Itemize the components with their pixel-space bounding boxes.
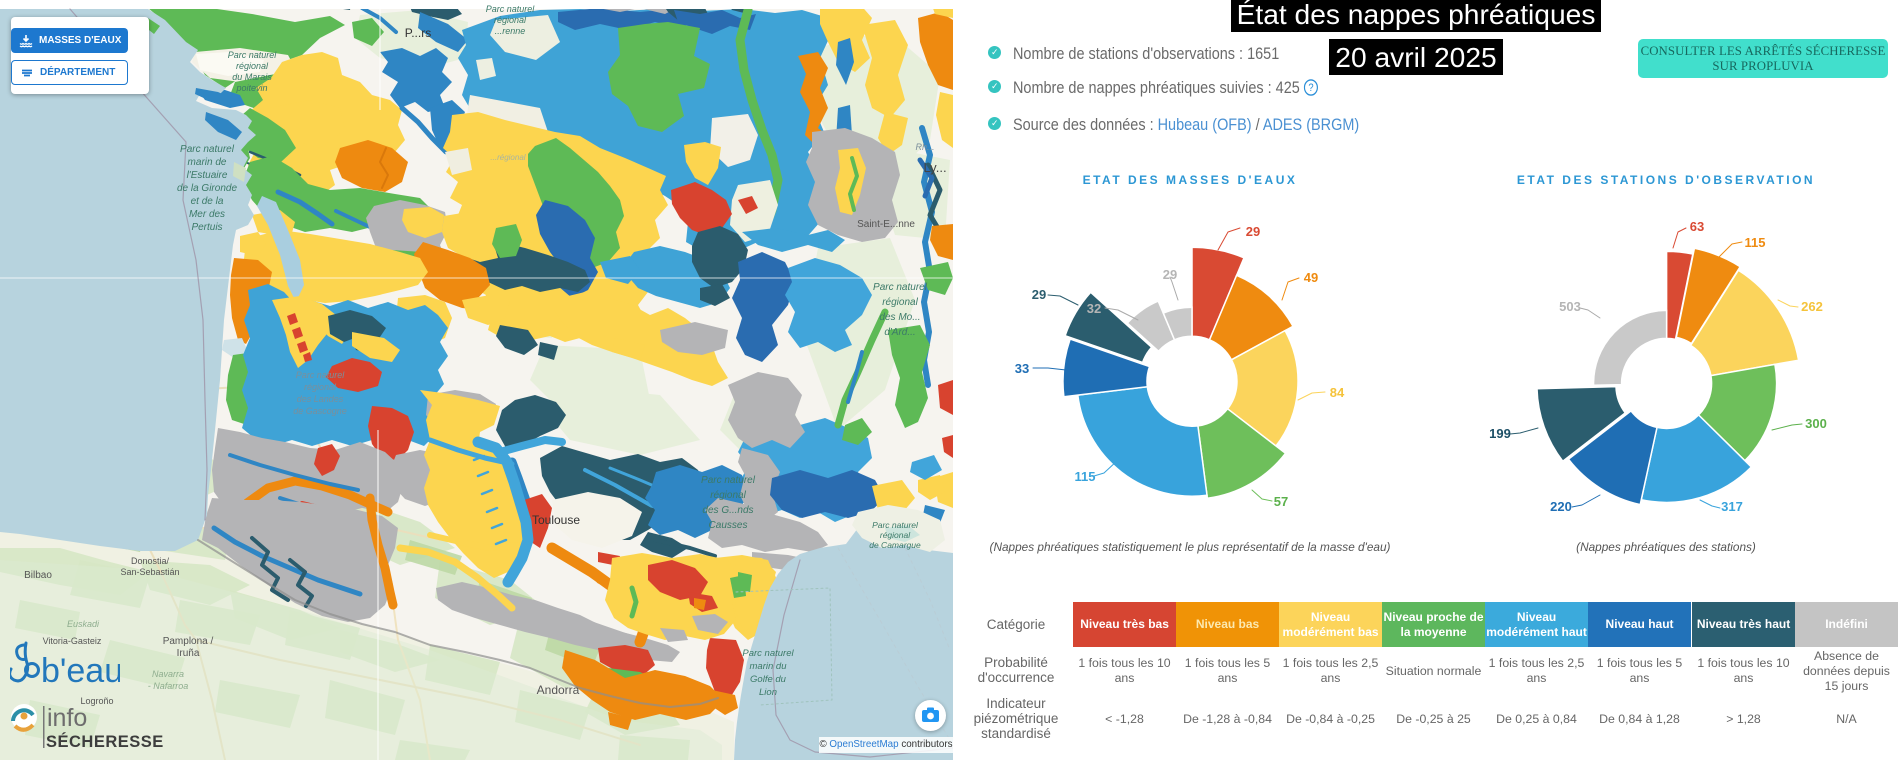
svg-text:info: info [47,704,87,732]
svg-text:Parc naturel: Parc naturel [486,4,536,14]
svg-text:Parc naturel: Parc naturel [742,648,794,659]
svg-text:199: 199 [1489,426,1511,441]
svg-text:régional: régional [882,297,918,308]
svg-text:et de la: et de la [191,196,224,207]
svg-text:115: 115 [1075,469,1096,484]
svg-text:Ly...: Ly... [923,160,946,175]
svg-text:220: 220 [1550,499,1572,514]
svg-text:57: 57 [1274,494,1288,509]
svg-text:d'Ard...: d'Ard... [884,327,915,338]
svg-text:29: 29 [1163,267,1177,282]
svg-text:115: 115 [1745,235,1766,250]
svg-text:Andorra: Andorra [537,683,580,697]
svg-text:Pamplona /: Pamplona / [163,636,214,647]
svg-text:317: 317 [1721,499,1743,514]
svg-text:Lion: Lion [759,687,777,698]
svg-text:marin du: marin du [750,661,788,672]
svg-text:Donostia/: Donostia/ [131,556,170,566]
svg-text:Parc naturel: Parc naturel [701,475,756,486]
svg-text:Causses: Causses [709,520,748,531]
svg-text:300: 300 [1805,416,1827,431]
svg-text:Euskadi: Euskadi [67,619,100,629]
svg-text:Parc naturel: Parc naturel [296,370,346,380]
svg-text:Saint-E...nne: Saint-E...nne [857,219,915,230]
svg-text:...régional: ...régional [490,153,525,162]
svg-text:des G...nds: des G...nds [702,505,753,516]
svg-text:32: 32 [1087,301,1101,316]
svg-text:du Marais: du Marais [232,72,272,82]
svg-text:Toulouse: Toulouse [532,513,580,527]
svg-text:l'Estuaire: l'Estuaire [187,170,228,181]
svg-text:régional: régional [710,490,746,501]
svg-text:Mer des: Mer des [189,209,225,220]
svg-text:Vitoria-Gasteiz: Vitoria-Gasteiz [43,636,102,646]
svg-text:San-Sebastián: San-Sebastián [120,567,179,577]
svg-text:63: 63 [1690,219,1704,234]
svg-text:Iruña: Iruña [177,648,200,659]
svg-text:33: 33 [1015,361,1029,376]
svg-text:Parc naturel: Parc naturel [228,50,278,60]
svg-text:Bilbao: Bilbao [24,570,52,581]
svg-text:régional: régional [494,15,527,25]
svg-text:régional: régional [236,61,269,71]
svg-text:262: 262 [1801,299,1823,314]
svg-text:poitevin: poitevin [235,83,267,93]
svg-text:régional: régional [880,530,911,540]
svg-text:49: 49 [1304,270,1318,285]
svg-text:de Gascogne: de Gascogne [293,406,347,416]
svg-text:marin de: marin de [188,157,227,168]
svg-text:b'eau: b'eau [41,652,120,690]
svg-text:- Nafarroa: - Nafarroa [148,681,189,691]
svg-text:de Camargue: de Camargue [869,540,921,550]
svg-text:Rh...: Rh... [915,142,934,152]
svg-text:SÉCHERESSE: SÉCHERESSE [46,732,164,751]
svg-text:...renne: ...renne [495,26,526,36]
svg-text:503: 503 [1559,299,1581,314]
svg-text:Navarra: Navarra [152,669,184,679]
svg-text:Logroño: Logroño [80,696,113,706]
svg-text:Parc naturel: Parc naturel [873,282,928,293]
svg-text:Golfe du: Golfe du [750,674,787,685]
svg-text:des Landes: des Landes [297,394,344,404]
svg-text:régional: régional [304,382,337,392]
svg-text:Parc naturel: Parc naturel [872,520,919,530]
svg-text:P...rs: P...rs [405,26,431,40]
svg-text:Pertuis: Pertuis [191,222,222,233]
svg-text:29: 29 [1032,287,1046,302]
svg-text:de la Gironde: de la Gironde [177,183,237,194]
svg-text:des Mo...: des Mo... [879,312,920,323]
svg-text:84: 84 [1330,385,1345,400]
svg-text:Parc naturel: Parc naturel [180,144,235,155]
svg-text:29: 29 [1246,224,1260,239]
svg-text:?: ? [1308,83,1313,95]
